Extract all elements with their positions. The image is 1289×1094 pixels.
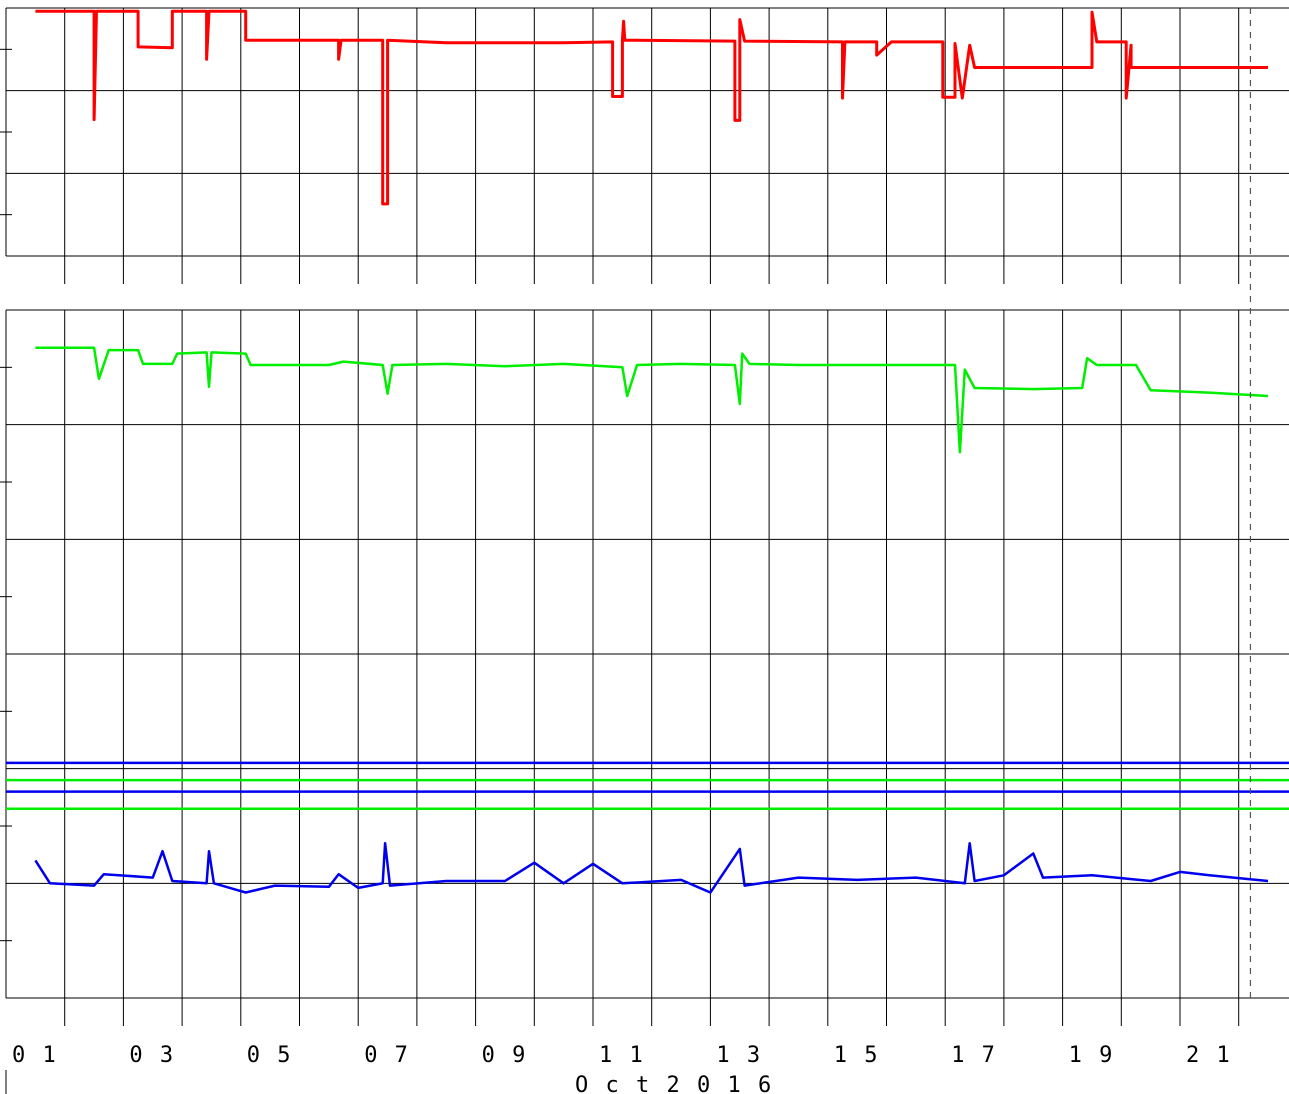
x-tick-label: 0 7 bbox=[364, 1043, 410, 1068]
top-panel-series bbox=[35, 9, 1268, 206]
x-tick-label: 1 1 bbox=[599, 1043, 645, 1068]
bottom-panel bbox=[0, 309, 1289, 1026]
x-tick-label: 0 9 bbox=[482, 1043, 528, 1068]
top-panel-grid bbox=[0, 7, 1289, 284]
series-line-0 bbox=[35, 346, 1269, 454]
x-tick-label: 1 5 bbox=[834, 1043, 880, 1068]
bottom-panel-series bbox=[34, 346, 1269, 894]
x-tick-label: 0 1 bbox=[12, 1043, 58, 1068]
x-axis-month-label: O c t 2 0 1 6 bbox=[575, 1073, 773, 1094]
x-tick-label: 0 5 bbox=[247, 1043, 293, 1068]
x-axis: 0 1 0 3 0 5 0 7 0 9 1 1 1 3 1 5 1 7 1 9 2 1 bbox=[5, 1043, 1232, 1094]
series-line-0 bbox=[35, 9, 1268, 206]
bottom-panel-grid bbox=[0, 309, 1289, 1026]
x-tick-label: 1 3 bbox=[716, 1043, 762, 1068]
series-line-1 bbox=[34, 841, 1269, 894]
x-tick-label: 0 3 bbox=[129, 1043, 175, 1068]
bottom-panel-reference-lines bbox=[6, 761, 1289, 811]
x-tick-label: 2 1 bbox=[1186, 1043, 1232, 1068]
x-tick-label: 1 7 bbox=[951, 1043, 997, 1068]
top-panel bbox=[0, 7, 1289, 284]
x-tick-label: 1 9 bbox=[1069, 1043, 1115, 1068]
